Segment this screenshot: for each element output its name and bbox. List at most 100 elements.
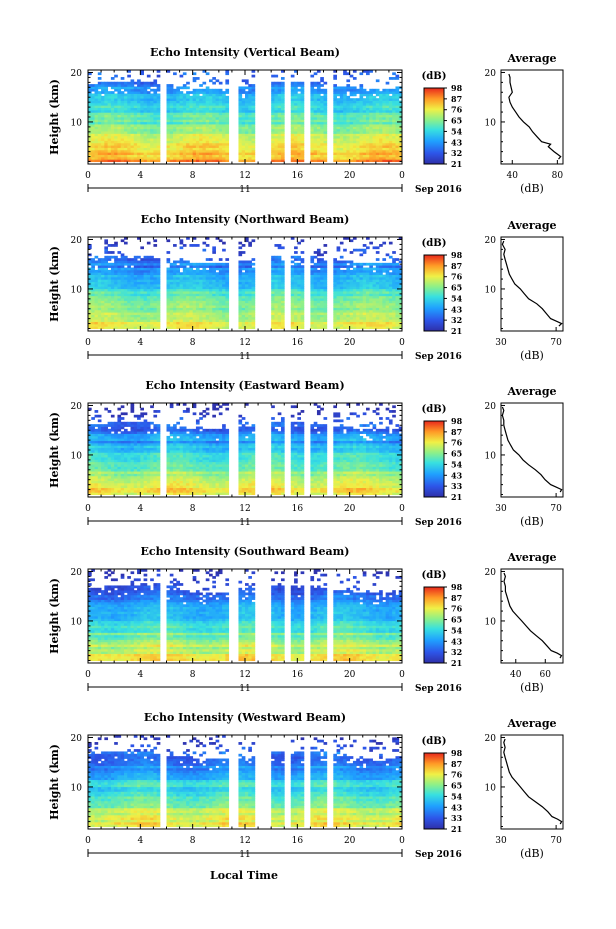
heatmap-cell (182, 93, 187, 97)
heatmap-cell (245, 117, 249, 120)
heatmap-cell (359, 98, 364, 101)
heatmap-cell (222, 156, 226, 160)
heatmap-cell (146, 279, 151, 283)
colorbar-tick-label: 87 (451, 94, 462, 104)
heatmap-cell (251, 156, 256, 160)
heatmap-cell (182, 142, 187, 146)
heatmap-cell (209, 281, 213, 285)
heatmap-cell (123, 286, 128, 290)
heatmap-cell (300, 128, 305, 132)
heatmap-cell (251, 326, 256, 330)
heatmap-cell (375, 258, 380, 261)
heatmap-cell (316, 258, 321, 261)
heatmap-cell (215, 112, 220, 116)
heatmap-cell (176, 321, 180, 325)
colorbar-label: (dB) (422, 71, 447, 82)
heatmap-cell (316, 269, 321, 273)
heatmap-cell (297, 152, 301, 155)
heatmap-cell (127, 119, 131, 123)
heatmap-cell (215, 117, 220, 120)
heatmap-cell (88, 269, 92, 273)
heatmap-cell (173, 300, 177, 304)
heatmap-cell (202, 126, 207, 130)
heatmap-cell (323, 93, 328, 97)
heatmap-cell (215, 316, 220, 320)
heatmap-cell (352, 316, 357, 320)
heatmap-cell (280, 105, 285, 108)
heatmap-cell (209, 147, 213, 151)
heatmap-cell (146, 258, 151, 261)
heatmap-cell (392, 154, 396, 158)
heatmap-cell (123, 305, 128, 308)
heatmap-cell (166, 149, 171, 153)
heatmap-cell (120, 128, 125, 132)
heatmap-cell (202, 302, 207, 306)
heatmap-cell (156, 154, 161, 158)
heatmap-cell (320, 117, 324, 120)
heatmap-cell (271, 316, 275, 320)
heatmap-cell (277, 133, 282, 137)
heatmap-cell (388, 119, 393, 123)
heatmap-cell (146, 109, 151, 113)
heatmap-cell (385, 107, 390, 111)
heatmap-cell (392, 114, 396, 118)
heatmap-cell (127, 279, 131, 283)
heatmap-cell (320, 77, 324, 80)
heatmap-cell (130, 279, 135, 283)
heatmap-cell (110, 86, 115, 90)
heatmap-cell (382, 131, 387, 134)
heatmap-cell (146, 300, 151, 304)
heatmap-cell (346, 121, 351, 125)
heatmap-cell (339, 145, 344, 148)
heatmap-cell (297, 107, 301, 111)
heatmap-cell (169, 307, 174, 311)
heatmap-cell (189, 291, 194, 294)
heatmap-cell (209, 149, 213, 153)
heatmap-cell (359, 121, 364, 125)
heatmap-cell (110, 135, 115, 139)
heatmap-cell (179, 274, 184, 278)
heatmap-cell (300, 281, 305, 285)
heatmap-cell (104, 145, 109, 148)
heatmap-cell (150, 321, 154, 325)
heatmap-cell (241, 312, 246, 315)
heatmap-cell (294, 109, 298, 113)
heatmap-cell (94, 117, 99, 120)
heatmap-cell (385, 117, 390, 120)
heatmap-cell (182, 298, 187, 301)
heatmap-cell (110, 300, 115, 304)
heatmap-cell (104, 279, 109, 283)
heatmap-cell (156, 88, 161, 92)
heatmap-cell (97, 319, 102, 322)
heatmap-cell (117, 262, 122, 266)
heatmap-cell (349, 140, 354, 144)
heatmap-cell (238, 279, 243, 283)
heatmap-cell (176, 114, 180, 118)
heatmap-cell (297, 298, 301, 301)
heatmap-cell (209, 135, 213, 139)
heatmap-cell (352, 138, 357, 141)
heatmap-cell (218, 149, 223, 153)
heatmap-cell (189, 95, 194, 99)
heatmap-cell (202, 323, 207, 327)
heatmap-cell (153, 117, 158, 120)
heatmap-cell (156, 309, 161, 313)
heatmap-cell (248, 319, 252, 322)
heatmap-cell (290, 109, 295, 113)
heatmap-cell (215, 284, 220, 287)
heatmap-cell (133, 102, 138, 106)
heatmap-cell (117, 145, 122, 148)
heatmap-cell (336, 91, 341, 94)
heatmap-cell (133, 112, 138, 116)
heatmap-cell (369, 124, 373, 127)
heatmap-cell (333, 100, 337, 104)
heatmap-cell (349, 298, 354, 301)
heatmap-cell (169, 131, 174, 134)
heatmap-cell (202, 147, 207, 151)
heatmap-cell (395, 121, 400, 125)
heatmap-cell (225, 145, 230, 148)
heatmap-cell (385, 100, 390, 104)
heatmap-cell (241, 107, 246, 111)
heatmap-cell (179, 241, 184, 245)
heatmap-cell (379, 142, 383, 146)
